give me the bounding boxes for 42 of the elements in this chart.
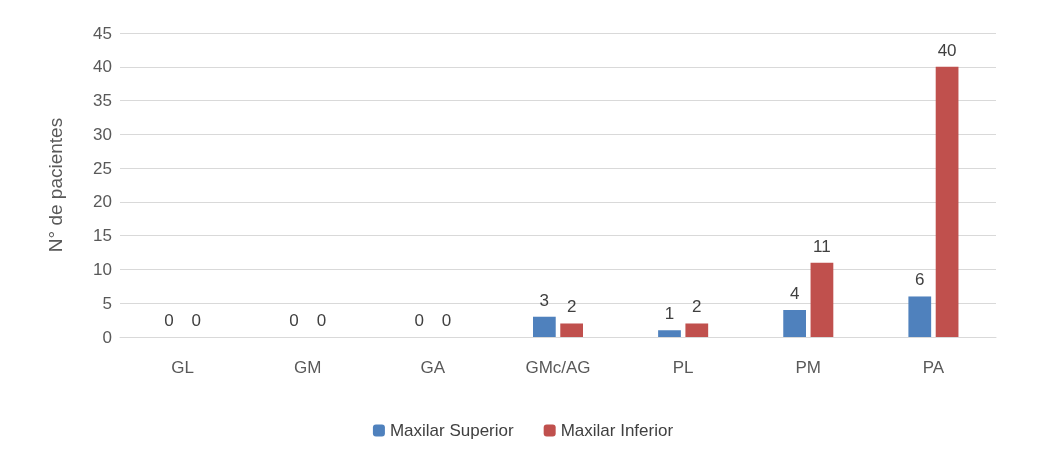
y-tick-label: 25 [93,158,112,178]
x-tick-label: GL [171,358,194,377]
y-tick-label: 15 [93,226,112,246]
data-label: 1 [664,304,675,324]
data-label: 0 [289,311,299,330]
legend-label: Maxilar Inferior [560,421,674,440]
legend-label: Maxilar Superior [389,421,515,440]
y-tick-label: 0 [102,327,112,347]
data-label: 3 [539,290,550,310]
y-axis-title: N° de pacientes [45,117,66,253]
bar [908,296,932,337]
data-label: 4 [789,283,800,303]
bar [658,330,681,337]
x-tick-label: PM [795,358,822,377]
data-label: 40 [937,40,957,60]
data-label: 0 [441,311,452,330]
bar [560,323,584,337]
x-tick-label: PA [922,358,945,377]
y-tick-label: 20 [93,192,112,212]
bar [532,316,556,337]
data-label: 0 [164,311,174,330]
bar [810,262,834,337]
y-tick-label: 40 [93,57,112,77]
x-tick-label: GA [420,358,446,377]
data-label: 0 [414,311,424,330]
bar [685,323,709,337]
data-label: 0 [316,311,327,330]
bar [935,66,959,337]
x-tick-label: GM [294,358,322,377]
x-tick-label: GMc/AG [525,358,591,377]
y-tick-label: 35 [93,91,112,111]
y-tick-label: 45 [93,23,112,43]
bar [783,309,807,337]
y-tick-label: 10 [93,259,112,279]
y-tick-label: 30 [93,124,112,144]
x-tick-label: PL [672,358,694,377]
data-label: 6 [915,270,925,290]
data-label: 2 [566,297,577,317]
data-label: 11 [813,236,831,256]
data-label: 0 [191,311,201,330]
y-tick-label: 5 [102,293,112,313]
data-label: 2 [692,297,702,317]
